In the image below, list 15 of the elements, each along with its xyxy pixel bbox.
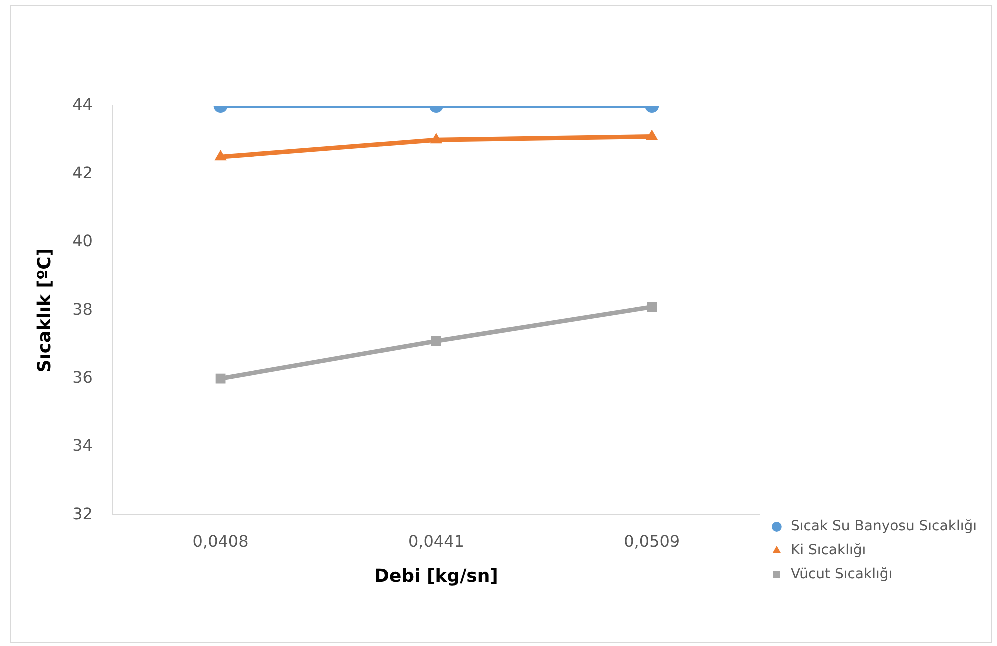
y-tick-label: 36: [72, 368, 93, 387]
y-tick-label: 38: [72, 300, 93, 319]
y-tick-label: 44: [72, 95, 93, 114]
x-tick-label: 0,0408: [192, 532, 249, 551]
x-tick-label: 0,0441: [408, 532, 464, 551]
legend-label: Vücut Sıcaklığı: [790, 566, 893, 583]
y-tick-label: 42: [72, 163, 93, 182]
y-axis-title: Sıcaklık [ºC]: [34, 248, 56, 373]
y-tick-label: 40: [72, 232, 93, 251]
x-tick-label: 0,0509: [624, 532, 680, 551]
x-axis-title: Debi [kg/sn]: [374, 566, 498, 587]
y-tick-label: 32: [72, 504, 93, 524]
legend-label: Sıcak Su Banyosu Sıcaklığı: [790, 518, 977, 535]
y-tick-label: 34: [72, 436, 93, 456]
legend-label: Ki Sıcaklığı: [790, 542, 866, 559]
